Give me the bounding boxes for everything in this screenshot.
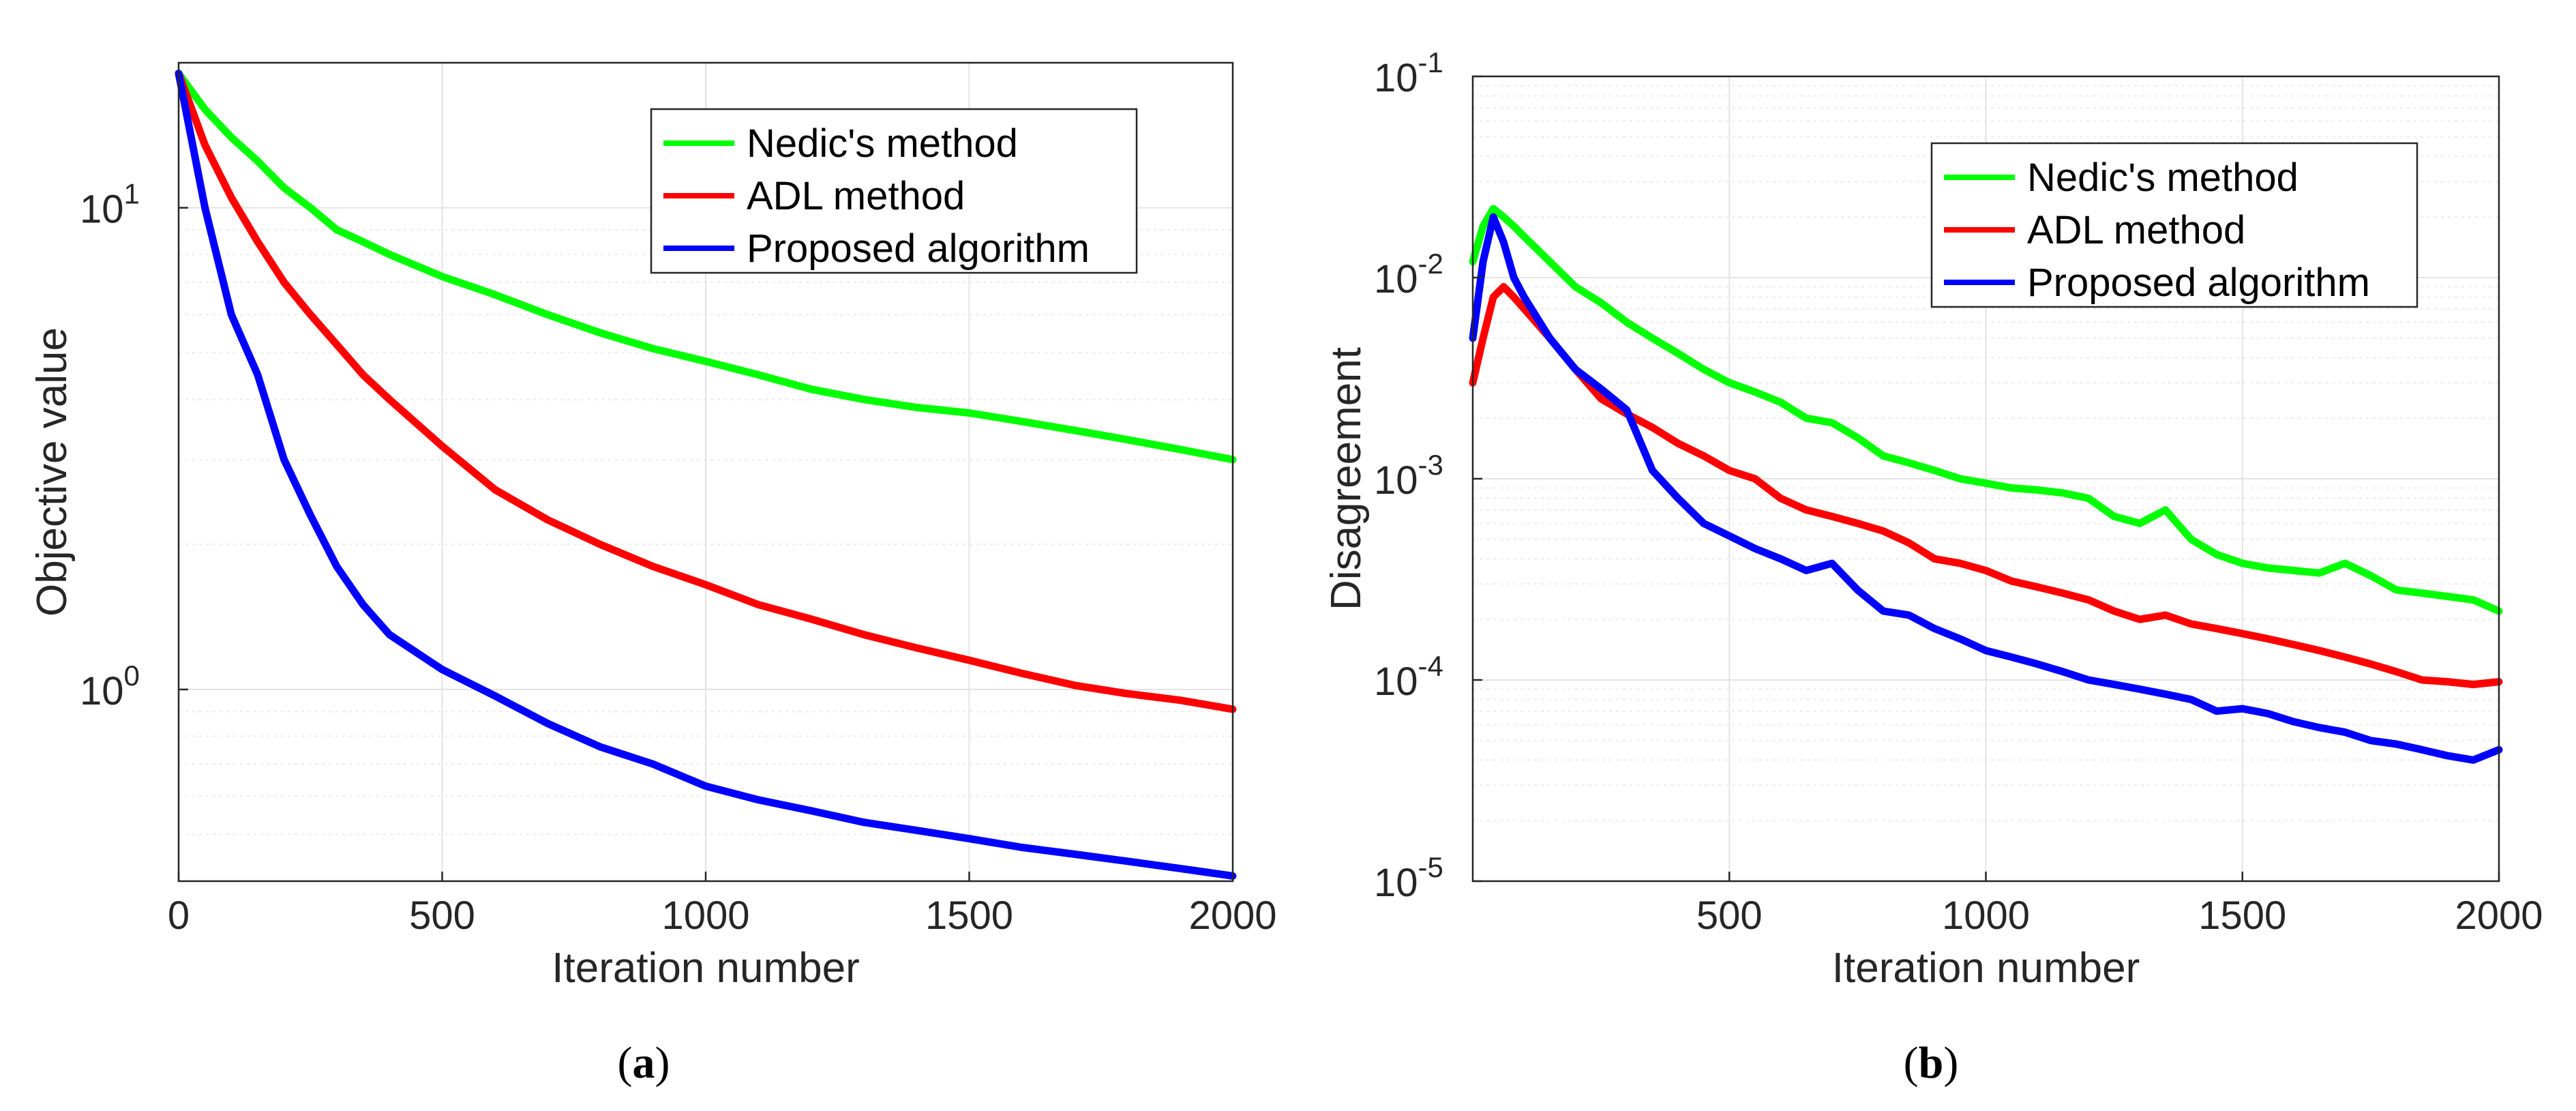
x-tick-label: 2000	[1188, 893, 1276, 938]
caption-letter: a	[633, 1038, 655, 1088]
y-tick-exponent: -1	[1418, 46, 1443, 78]
y-tick-exponent: -2	[1418, 248, 1443, 280]
y-axis-label: Disagreement	[1323, 347, 1370, 610]
caption-open-paren: (	[618, 1038, 633, 1088]
y-tick-base: 10	[1374, 861, 1418, 905]
y-tick-exponent: -4	[1418, 650, 1443, 682]
panel-caption: (a)	[618, 1038, 670, 1088]
y-tick-label: 10-5	[1374, 851, 1443, 905]
legend-label-2: ADL method	[747, 174, 965, 218]
y-tick-base: 10	[80, 669, 124, 713]
y-tick-exponent: -3	[1418, 449, 1443, 481]
series-line-3	[1469, 213, 2503, 764]
y-tick-base: 10	[80, 188, 124, 232]
x-tick-label: 500	[409, 893, 475, 938]
x-axis-label: Iteration number	[1832, 945, 2140, 992]
legend-label-3: Proposed algorithm	[2027, 261, 2370, 305]
caption-close-paren: )	[1943, 1038, 1958, 1088]
caption-close-paren: )	[655, 1038, 670, 1088]
x-tick-label: 1500	[2198, 893, 2286, 938]
x-tick-label: 1000	[1942, 893, 2030, 938]
y-tick-label: 101	[80, 178, 140, 232]
panel-b: 500 1000 1500 200010-110-210-310-410-5Itera…	[1323, 46, 2543, 1088]
y-tick-exponent: 0	[124, 660, 140, 692]
x-axis-label: Iteration number	[552, 945, 859, 992]
caption-letter: b	[1919, 1038, 1944, 1088]
x-tick-label: 0	[168, 893, 190, 938]
y-tick-exponent: 1	[124, 178, 140, 210]
caption-open-paren: (	[1904, 1038, 1919, 1088]
y-tick-base: 10	[1374, 660, 1418, 704]
legend-label-1: Nedic's method	[2027, 155, 2298, 200]
x-tick-label: 2000	[2455, 893, 2543, 938]
x-tick-label: 1500	[925, 893, 1013, 938]
y-tick-base: 10	[1374, 458, 1418, 503]
series-line-1	[1469, 205, 2503, 615]
legend-label-2: ADL method	[2027, 208, 2245, 252]
panel-caption: (b)	[1904, 1038, 1959, 1088]
y-tick-label: 10-2	[1374, 248, 1443, 301]
y-tick-base: 10	[1374, 257, 1418, 301]
x-tick-label: 1000	[661, 893, 749, 938]
series-lines	[1469, 205, 2503, 764]
series-line-2	[175, 70, 1237, 713]
y-tick-base: 10	[1374, 56, 1418, 100]
x-tick-label: 500	[1696, 893, 1763, 938]
y-tick-label: 100	[80, 660, 140, 713]
legend-label-3: Proposed algorithm	[747, 226, 1090, 271]
y-axis-label: Objective value	[29, 327, 76, 617]
legend-label-1: Nedic's method	[747, 121, 1018, 166]
series-lines	[175, 70, 1237, 880]
series-line-3	[175, 70, 1237, 880]
y-tick-label: 10-3	[1374, 449, 1443, 503]
legend: Nedic's method ADL method Proposed algorit…	[650, 108, 1138, 274]
y-tick-label: 10-4	[1374, 650, 1443, 704]
series-line-1	[175, 70, 1237, 464]
y-tick-label: 10-1	[1374, 46, 1443, 100]
legend: Nedic's method ADL method Proposed algorit…	[1930, 142, 2418, 308]
y-tick-exponent: -5	[1418, 851, 1443, 883]
